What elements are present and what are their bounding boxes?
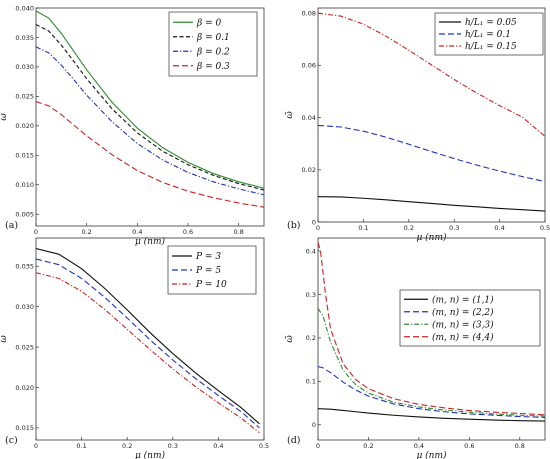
y-tick-label: 0.030 (15, 63, 34, 71)
chart-panel-4: 0 0.2 0.4 0.6 0.800.10.20.30.4μ (nm)ω̄(d)(m,… (285, 237, 546, 459)
legend: P = 3 P = 5 P = 10 (167, 245, 257, 295)
series-line-4 (36, 101, 264, 208)
y-tick-label: 0.035 (15, 263, 34, 271)
series-line-1 (36, 247, 260, 425)
y-tick-label: 0.2 (306, 334, 316, 342)
x-axis-label: μ (nm) (416, 232, 447, 243)
legend-entry: β = 0.2 (196, 47, 230, 57)
panel-label: (a) (5, 220, 18, 231)
legend-entry: β = 0.3 (196, 62, 230, 72)
y-tick-label: 0.005 (15, 211, 34, 219)
x-tick-label: 0 (316, 224, 320, 232)
legend-entry: (m, n) = (4,4) (432, 332, 494, 343)
y-tick-label: 0.025 (15, 93, 34, 101)
series-line-1 (36, 10, 264, 189)
y-tick-label: 0.02 (302, 166, 316, 174)
x-axis-label: μ (nm) (416, 450, 447, 459)
x-tick-label: 0.3 (168, 442, 178, 450)
y-axis-label: ω̄ (285, 335, 295, 343)
x-tick-label: 0.4 (494, 224, 504, 232)
legend-entry: β = 0 (196, 18, 221, 28)
x-tick-label: 0 (316, 442, 320, 450)
legend-entry: P = 3 (195, 252, 221, 262)
x-tick-label: 0.5 (540, 224, 550, 232)
legend: β = 0 β = 0.1 β = 0.2 β = 0.3 (168, 11, 258, 77)
legend-entry: h/L₁ = 0.1 (465, 30, 511, 40)
x-tick-label: 0.8 (233, 228, 243, 236)
x-tick-label: 0.2 (122, 442, 132, 450)
legend-entry: (m, n) = (3,3) (432, 319, 494, 330)
y-tick-label: 0.06 (302, 62, 316, 70)
chart-panel-1: 0 0.2 0.4 0.6 0.8 0.005 0.010 0.015 0.020 0.025 0.… (0, 4, 265, 247)
legend-entry: h/L₁ = 0.05 (465, 18, 517, 28)
y-tick-label: 0 (312, 218, 316, 226)
x-tick-label: 0.4 (414, 442, 424, 450)
x-tick-label: 0.1 (358, 224, 368, 232)
series-line-1 (318, 408, 545, 422)
x-tick-label: 0.6 (464, 442, 474, 450)
y-axis-label: ω̄ (0, 335, 9, 343)
y-tick-label: 0.04 (302, 114, 316, 122)
legend-entry: P = 5 (195, 266, 221, 276)
legend-entry: (m, n) = (1,1) (432, 294, 494, 305)
series-line-2 (36, 24, 264, 191)
series-line-3 (36, 272, 260, 434)
plot-frame (317, 7, 546, 223)
plot-frame (35, 237, 265, 441)
series-line-4 (318, 242, 545, 416)
y-tick-label: 0.015 (15, 152, 34, 160)
y-tick-label: 0.025 (15, 343, 34, 351)
series-line-2 (36, 258, 260, 429)
y-tick-label: 0.4 (306, 247, 316, 255)
y-axis-label: ω̄ (285, 111, 295, 119)
plot-frame (317, 237, 546, 441)
chart-panel-3: 0 0.1 0.2 0.3 0.4 0.5 0.015 0.020 0.025 0.030 0.03… (0, 237, 269, 459)
y-tick-label: 0.015 (15, 424, 34, 432)
series-line-2 (318, 366, 545, 418)
x-tick-label: 0 (34, 442, 38, 450)
y-tick-label: 0.035 (15, 34, 34, 42)
panel-label: (c) (5, 435, 18, 446)
x-tick-label: 0 (34, 228, 38, 236)
legend-entry: (m, n) = (2,2) (432, 307, 494, 318)
series-line-3 (36, 46, 264, 196)
x-tick-label: 0.5 (259, 442, 269, 450)
series-line-1 (318, 196, 545, 212)
x-tick-label: 0.8 (515, 442, 525, 450)
x-axis-label: μ (nm) (135, 450, 166, 459)
legend-entry: β = 0.1 (196, 33, 230, 43)
y-tick-label: 0 (312, 421, 316, 429)
y-tick-label: 0.08 (302, 10, 316, 18)
x-tick-label: 0.1 (76, 442, 86, 450)
x-tick-label: 0.4 (132, 228, 142, 236)
plot-frame (35, 7, 265, 227)
y-tick-label: 0.3 (306, 291, 316, 299)
y-tick-label: 0.010 (15, 181, 34, 189)
y-tick-label: 0.040 (15, 4, 34, 12)
x-tick-label: 0.2 (404, 224, 414, 232)
panel-label: (b) (287, 220, 301, 231)
legend-entry: h/L₁ = 0.15 (465, 42, 517, 52)
y-tick-label: 0.020 (15, 384, 34, 392)
x-tick-label: 0.2 (363, 442, 373, 450)
x-tick-label: 0.2 (81, 228, 91, 236)
y-axis-label: ω̄ (0, 113, 9, 121)
x-tick-label: 0.4 (213, 442, 223, 450)
y-tick-label: 0.030 (15, 303, 34, 311)
x-tick-label: 0.6 (183, 228, 193, 236)
series-line-2 (318, 124, 545, 183)
y-tick-label: 0.1 (306, 378, 316, 386)
x-axis-label: μ (nm) (135, 236, 166, 247)
panel-label: (d) (287, 435, 301, 446)
series-line-3 (318, 12, 545, 137)
chart-panel-2: 0 0.1 0.2 0.3 0.4 0.5 0 0.02 0.04 0.06 0.08 μ (nm) ω… (285, 7, 550, 243)
y-tick-label: 0.020 (15, 122, 34, 130)
x-tick-label: 0.3 (449, 224, 459, 232)
legend: (m, n) = (1,1) (m, n) = (2,2)(m, n) = (3,… (399, 289, 541, 347)
legend: h/L₁ = 0.05 h/L₁ = 0.1 h/L₁ = 0.15 (434, 12, 544, 56)
legend-entry: P = 10 (195, 280, 227, 290)
